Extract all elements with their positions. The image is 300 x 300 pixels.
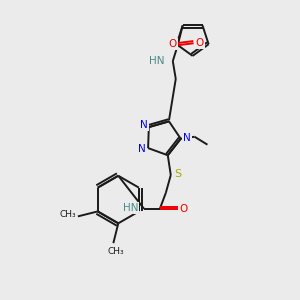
Text: N: N [183, 133, 190, 143]
Text: S: S [175, 169, 182, 179]
Text: N: N [140, 120, 148, 130]
Text: CH₃: CH₃ [107, 247, 124, 256]
Text: O: O [195, 38, 204, 48]
Text: CH₃: CH₃ [60, 210, 76, 219]
Text: HN: HN [149, 56, 165, 66]
Text: O: O [169, 39, 177, 49]
Text: N: N [138, 144, 146, 154]
Text: HN: HN [123, 203, 138, 213]
Text: O: O [179, 204, 188, 214]
